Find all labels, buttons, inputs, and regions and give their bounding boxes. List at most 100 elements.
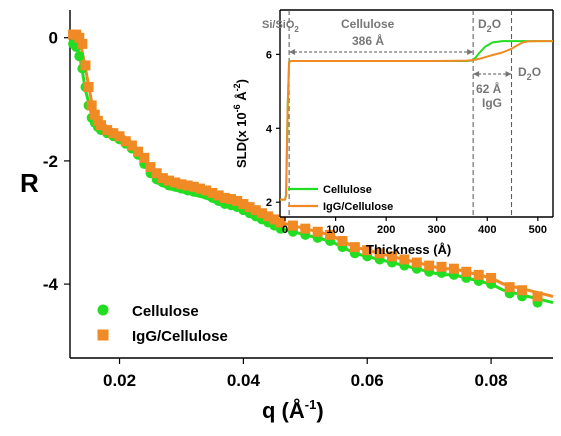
main-y-tick-label: -2 [43, 152, 58, 171]
main-x-axis-label: q (Å-1) [262, 397, 324, 423]
legend-marker-igg-cellulose [97, 329, 109, 341]
main-legend: Cellulose IgG/Cellulose [97, 303, 228, 345]
inset-x-axis-label: Thickness (Å) [366, 242, 451, 257]
main-y-tick-label: -4 [43, 275, 59, 294]
annotation-cellulose: Cellulose [341, 17, 395, 31]
data-point-igg-cellulose [325, 229, 336, 240]
annotation-cellulose-thickness: 386 Å [352, 33, 384, 48]
inset-x-tick-label: 400 [478, 224, 496, 236]
data-point-igg-cellulose [188, 181, 199, 192]
annotation-igg: IgG [482, 96, 502, 110]
annotation-d2o-side-base: D [518, 65, 527, 79]
data-point-igg-cellulose [145, 162, 156, 173]
data-point-igg-cellulose [387, 251, 397, 262]
inset-y-axis-label-sup2: -2 [232, 83, 242, 91]
annotation-d2o-top-base: D [478, 17, 487, 31]
inset-y-axis-label: SLD(x 10-6 Å-2) [232, 79, 249, 168]
inset-y-tick-label: 6 [266, 49, 272, 61]
main-y-ticks: 0 -2 -4 [43, 29, 70, 294]
sld-line-igg-cellulose [280, 40, 553, 201]
data-point-igg-cellulose [473, 269, 484, 280]
data-point-igg-cellulose [226, 194, 236, 205]
data-point-igg-cellulose [486, 272, 497, 283]
inset-y-tick-label: 4 [266, 123, 273, 135]
data-point-igg-cellulose [213, 190, 224, 201]
annotation-d2o-top-sub: 2 [487, 24, 492, 34]
data-point-igg-cellulose [108, 128, 119, 139]
main-x-ticks: 0.02 0.04 0.06 0.08 [103, 358, 508, 390]
igg-thickness-arrow-head-left [473, 71, 480, 77]
inset-y-tick-label: 2 [266, 197, 272, 209]
data-point-igg-cellulose [164, 175, 175, 186]
data-point-igg-cellulose [195, 183, 206, 194]
data-point-igg-cellulose [517, 285, 528, 296]
data-point-igg-cellulose [83, 81, 94, 92]
main-series-layer [68, 29, 554, 308]
data-point-igg-cellulose [263, 211, 274, 222]
cellulose-thickness-arrow-head-right [467, 49, 474, 55]
main-x-tick-label: 0.06 [351, 371, 384, 390]
main-x-axis-label-close: ) [316, 398, 323, 423]
data-point-igg-cellulose [126, 140, 137, 151]
data-point-igg-cellulose [532, 291, 543, 302]
data-point-igg-cellulose [287, 220, 298, 231]
main-x-tick-label: 0.08 [475, 371, 508, 390]
data-point-igg-cellulose [207, 187, 218, 198]
inset-y-axis-label-close: ) [234, 79, 249, 83]
data-point-igg-cellulose [89, 109, 100, 120]
data-point-igg-cellulose [95, 120, 106, 131]
inset-arrows [289, 49, 512, 77]
data-point-igg-cellulose [399, 254, 410, 265]
annotation-si-sio2-base: Si/SiO [262, 19, 295, 31]
data-point-igg-cellulose [133, 146, 144, 157]
main-x-tick-label: 0.04 [227, 371, 261, 390]
data-point-igg-cellulose [275, 217, 286, 228]
cellulose-thickness-arrow-head-left [289, 49, 296, 55]
main-x-axis-label-base: q (Å [262, 397, 305, 423]
data-point-igg-cellulose [374, 248, 385, 259]
data-point-igg-cellulose [120, 136, 131, 147]
igg-thickness-arrow-head-right [505, 71, 512, 77]
main-y-tick-label: 0 [49, 29, 58, 48]
annotation-d2o-side-end: O [532, 65, 541, 79]
data-point-igg-cellulose [269, 214, 280, 225]
inset-y-ticks: 2 4 6 [266, 49, 280, 209]
data-point-igg-cellulose [86, 100, 97, 111]
data-point-igg-cellulose [461, 266, 472, 277]
data-point-igg-cellulose [238, 199, 249, 210]
inset-x-tick-label: 100 [326, 224, 344, 236]
inset-y-axis-label-mid: Å [234, 91, 249, 105]
legend-marker-cellulose [97, 304, 109, 316]
data-point-igg-cellulose [337, 235, 348, 246]
data-point-igg-cellulose [300, 223, 311, 234]
annotation-igg-thickness: 62 Å [476, 81, 502, 96]
data-point-igg-cellulose [157, 173, 168, 184]
data-point-igg-cellulose [411, 257, 422, 268]
main-x-axis-label-sup: -1 [305, 397, 317, 412]
data-point-igg-cellulose [74, 32, 85, 43]
inset-boundary-lines [288, 10, 513, 217]
data-point-igg-cellulose [114, 131, 125, 142]
main-y-axis-label: R [20, 168, 39, 198]
annotation-d2o-top: D2O [478, 17, 501, 34]
data-point-igg-cellulose [250, 205, 261, 216]
inset-y-axis-label-sup: -6 [232, 104, 242, 112]
data-point-igg-cellulose [139, 152, 150, 163]
inset-x-tick-label: 500 [529, 224, 547, 236]
inset-legend: Cellulose IgG/Cellulose [288, 184, 393, 213]
annotation-si-sio2-sub: 2 [294, 25, 299, 34]
data-point-igg-cellulose [102, 125, 113, 136]
inset-x-tick-label: 0 [282, 224, 288, 236]
main-plot: 0.02 0.04 0.06 0.08 0 -2 -4 R q (Å-1) Cellulo… [20, 10, 554, 423]
legend-label-cellulose: Cellulose [132, 303, 199, 320]
inset-legend-label-igg-cellulose: IgG/Cellulose [323, 201, 393, 213]
data-point-igg-cellulose [436, 261, 447, 272]
inset-x-ticks: 0 100 200 300 400 500 [282, 217, 547, 236]
data-point-igg-cellulose [349, 242, 360, 253]
annotation-d2o-top-end: O [492, 17, 501, 31]
data-point-igg-cellulose [244, 202, 255, 213]
data-point-igg-cellulose [504, 282, 515, 293]
annotation-d2o-side-sub: 2 [527, 72, 532, 82]
data-point-igg-cellulose [362, 245, 373, 256]
data-point-igg-cellulose [424, 260, 435, 271]
